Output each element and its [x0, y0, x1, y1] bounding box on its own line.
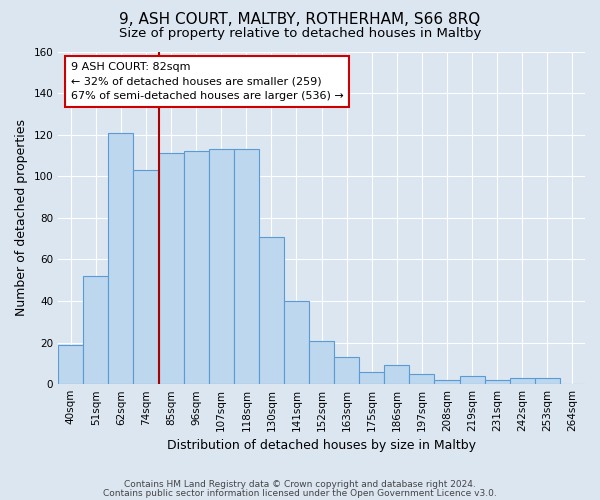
Bar — [460, 376, 485, 384]
Bar — [434, 380, 460, 384]
X-axis label: Distribution of detached houses by size in Maltby: Distribution of detached houses by size … — [167, 440, 476, 452]
Bar — [535, 378, 560, 384]
Bar — [109, 132, 133, 384]
Bar — [83, 276, 109, 384]
Bar — [510, 378, 535, 384]
Bar — [385, 366, 409, 384]
Text: 9 ASH COURT: 82sqm
← 32% of detached houses are smaller (259)
67% of semi-detach: 9 ASH COURT: 82sqm ← 32% of detached hou… — [71, 62, 343, 102]
Text: Contains public sector information licensed under the Open Government Licence v3: Contains public sector information licen… — [103, 490, 497, 498]
Bar — [284, 301, 309, 384]
Bar — [158, 154, 184, 384]
Text: 9, ASH COURT, MALTBY, ROTHERHAM, S66 8RQ: 9, ASH COURT, MALTBY, ROTHERHAM, S66 8RQ — [119, 12, 481, 28]
Bar — [58, 344, 83, 384]
Y-axis label: Number of detached properties: Number of detached properties — [15, 120, 28, 316]
Bar — [133, 170, 158, 384]
Text: Size of property relative to detached houses in Maltby: Size of property relative to detached ho… — [119, 28, 481, 40]
Bar — [184, 152, 209, 384]
Bar — [334, 357, 359, 384]
Bar — [309, 340, 334, 384]
Bar — [485, 380, 510, 384]
Bar — [259, 236, 284, 384]
Bar — [234, 149, 259, 384]
Bar — [359, 372, 385, 384]
Bar — [409, 374, 434, 384]
Text: Contains HM Land Registry data © Crown copyright and database right 2024.: Contains HM Land Registry data © Crown c… — [124, 480, 476, 489]
Bar — [209, 149, 234, 384]
